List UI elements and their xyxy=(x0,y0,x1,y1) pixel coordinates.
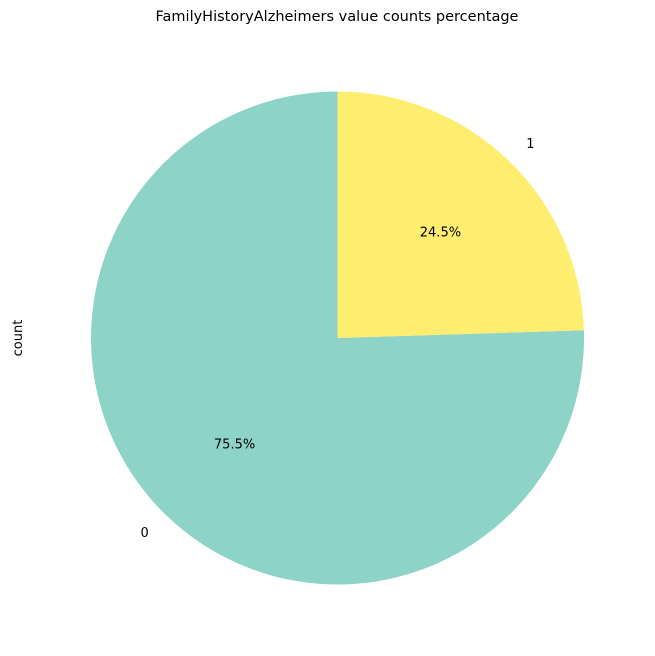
pie-labels: 0 75.5% 1 24.5% xyxy=(141,137,535,541)
pie-slice-0 xyxy=(90,91,584,585)
slice-percent-label-0: 75.5% xyxy=(214,438,255,453)
slice-category-label-1: 1 xyxy=(526,137,534,152)
y-axis-label: count xyxy=(11,320,26,357)
chart-title: FamilyHistoryAlzheimers value counts per… xyxy=(156,9,519,25)
pie-slices xyxy=(90,91,584,585)
slice-percent-label-1: 24.5% xyxy=(420,225,461,240)
slice-category-label-0: 0 xyxy=(141,526,149,541)
pie-slice-1 xyxy=(337,91,584,338)
